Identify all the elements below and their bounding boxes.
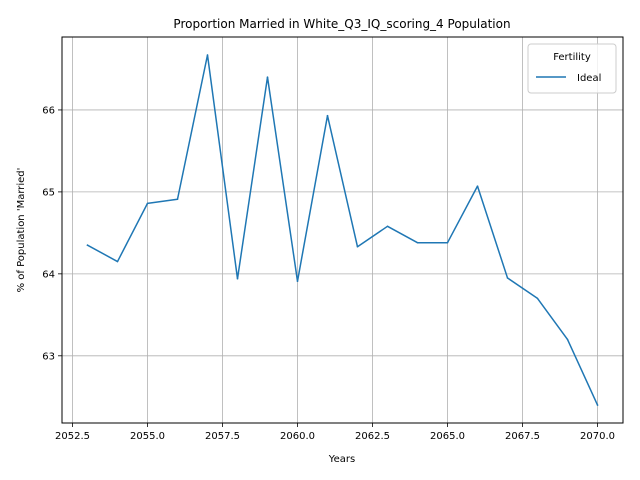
data-point [176, 198, 179, 201]
data-point [596, 404, 599, 406]
grid-lines [62, 37, 623, 423]
x-tick-label: 2060.0 [280, 431, 315, 442]
x-tick-label: 2055.0 [130, 431, 165, 442]
x-tick-label: 2057.5 [205, 431, 240, 442]
x-tick-label: 2065.0 [430, 431, 465, 442]
y-tick-label: 66 [42, 105, 55, 116]
data-point [476, 185, 479, 187]
data-point [146, 202, 149, 205]
legend-box [527, 43, 617, 94]
data-point [266, 76, 269, 78]
y-axis-title: % of Population 'Married' [16, 168, 27, 293]
y-tick-label: 65 [42, 187, 55, 198]
x-tick-label: 2062.5 [355, 431, 390, 442]
data-point [236, 278, 239, 280]
axis-ticks: 2052.5 2055.0 2057.5 2060.0 2062.5 2065.0 2067… [42, 105, 615, 442]
legend-title: Fertility [553, 52, 591, 63]
data-point [446, 241, 449, 244]
data-point [86, 244, 89, 246]
y-tick-label: 63 [42, 351, 55, 362]
data-point [326, 114, 329, 117]
data-point [356, 246, 359, 248]
legend-label-ideal: Ideal [577, 73, 601, 84]
data-point [206, 54, 209, 56]
chart-title: Proportion Married in White_Q3_IQ_scorin… [173, 17, 510, 31]
data-point [416, 241, 419, 244]
data-point [566, 338, 569, 341]
data-point [536, 297, 539, 300]
data-point [506, 277, 509, 279]
data-point [296, 280, 299, 282]
y-tick-label: 64 [42, 269, 55, 280]
data-point [116, 260, 119, 263]
legend: Fertility Ideal [527, 43, 617, 94]
series-line-ideal [86, 54, 599, 406]
data-point [386, 225, 389, 228]
x-tick-label: 2070.0 [580, 431, 615, 442]
x-axis-title: Years [328, 454, 355, 465]
x-tick-label: 2067.5 [505, 431, 540, 442]
x-tick-label: 2052.5 [55, 431, 90, 442]
series-lines [86, 54, 599, 406]
plot-frame [61, 36, 624, 424]
